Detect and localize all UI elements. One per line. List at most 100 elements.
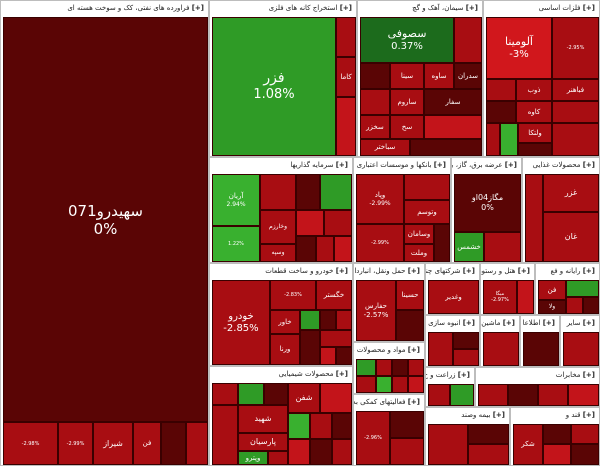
group-title[interactable]: [+] سایر [561,316,599,330]
tile-small[interactable] [268,451,288,465]
group-title[interactable]: [+] شرکتهای چند [426,264,479,278]
tile-vala[interactable]: ولا [538,300,566,314]
tile-small[interactable] [563,332,599,366]
tile-small[interactable] [566,297,583,314]
tile-skhzr[interactable]: سخزر [360,115,390,139]
tile-small[interactable] [468,424,509,444]
tile-small[interactable] [360,89,390,115]
group-title[interactable]: [+] مواد و محصولات دا [354,343,424,357]
tile-small[interactable] [518,143,552,156]
tile-small[interactable]: -2.83% [270,280,316,310]
tile-vsaman[interactable]: وسامان [404,224,434,244]
tile-alomina[interactable]: آلومینا -3% [486,17,552,79]
tile-sbakhtar[interactable]: سباختر [360,139,410,156]
tile-gaen[interactable]: غان [543,212,599,262]
tile-small[interactable] [288,439,310,465]
tile-small[interactable] [483,332,519,366]
tile-small[interactable] [404,174,450,200]
tile-small[interactable] [408,359,424,376]
group-title[interactable]: [+] قند و [511,408,599,422]
tile-small[interactable] [376,376,392,393]
tile-small[interactable] [260,174,296,210]
tile-sfar[interactable]: سفار [424,89,482,115]
tile-sina[interactable]: سینا [390,63,424,89]
tile-sakhe[interactable]: سخ [390,115,424,139]
tile-small[interactable]: فن [133,422,161,465]
tile-small[interactable] [434,224,450,262]
tile-parsian[interactable]: پارسیان [238,433,288,451]
tile-small[interactable] [508,384,538,406]
tile-shahid[interactable]: سهیدرو071 0% [3,17,208,422]
tile-shadid[interactable]: شهید [238,405,288,433]
tile-ghazar[interactable]: غزر [543,174,599,212]
tile-small[interactable] [320,174,352,210]
tile-small[interactable]: -2.99% [356,224,404,262]
tile-small[interactable] [390,411,424,438]
tile-shiraz[interactable]: شیراز [93,422,133,465]
group-title[interactable]: [+] حمل ونقل، انبارداری [354,264,424,278]
tile-small[interactable] [310,413,332,439]
tile-small[interactable] [212,383,238,405]
tile-small[interactable] [484,232,521,262]
tile-saroum[interactable]: ساروم [390,89,424,115]
tile-small[interactable] [478,384,508,406]
tile-small[interactable] [390,438,424,465]
group-title[interactable]: [+] سیمان، آهک و گچ [358,1,482,15]
tile-small[interactable] [264,383,288,405]
tile-small[interactable] [568,384,599,406]
tile-small[interactable] [376,359,392,376]
tile-small[interactable] [161,422,186,465]
tile-small[interactable] [428,384,450,406]
tile-small[interactable] [424,115,482,139]
tile-vghadir[interactable]: وغدیر [428,280,479,314]
tile-soufi[interactable]: سصوفی 0.37% [360,17,454,63]
tile-small[interactable] [316,236,334,262]
tile-small[interactable] [320,310,336,330]
tile-small[interactable]: -2.96% [356,411,390,465]
tile-small[interactable] [500,123,518,156]
group-title[interactable]: [+] رایانه و فع [536,264,599,278]
tile-hafars[interactable]: حفارس -2.57% [356,280,396,341]
tile-small[interactable] [296,236,316,262]
tile-small[interactable] [410,139,482,156]
tile-small[interactable] [332,413,352,439]
tile-shekar[interactable]: شکر [513,424,543,465]
tile-small[interactable] [238,383,264,405]
tile-kama[interactable]: کاما [336,57,356,97]
tile-small[interactable] [428,332,453,366]
tile-small[interactable]: میگا -2.97% [483,280,517,314]
tile-small[interactable] [525,174,543,262]
tile-small[interactable] [552,123,599,156]
group-title[interactable]: [+] فعالیتهای کمکی به ن [354,395,424,409]
tile-small[interactable]: -2.99% [58,422,93,465]
tile-aryan[interactable]: آریان 2.94% [212,174,260,226]
group-title[interactable]: [+] محصولات شیمیایی [210,367,352,381]
group-title[interactable]: [+] محصولات غذایی [523,158,599,172]
tile-vtoose[interactable]: وتوسم [404,200,450,224]
tile-small[interactable] [336,347,352,365]
tile-small[interactable] [296,210,324,236]
tile-small[interactable] [538,384,568,406]
tile-small[interactable] [212,405,238,465]
tile-small[interactable] [392,359,408,376]
group-title[interactable]: [+] بانکها و موسسات اعتباری [354,158,450,172]
tile-hasina[interactable]: حسینا [396,280,424,310]
tile-small[interactable] [320,330,352,347]
group-title[interactable]: [+] فراورده های نفتی، کک و سوخت هسته ای [1,1,208,15]
tile-small[interactable] [356,376,376,393]
tile-khshams[interactable]: خشمس [454,232,484,262]
tile-vrna[interactable]: ورنا [270,334,300,365]
tile-small[interactable] [336,97,356,156]
group-title[interactable]: [+] خودرو و ساخت قطعات [210,264,352,278]
tile-small[interactable] [450,384,474,406]
tile-fbahar[interactable]: فباهنر [552,79,599,101]
tile-small[interactable] [453,349,479,366]
tile-small[interactable] [360,63,390,89]
tile-khazam[interactable]: وخارزم [260,210,296,244]
tile-khodro[interactable]: خودرو -2.85% [212,280,270,365]
tile-small[interactable] [288,413,310,439]
tile-small[interactable] [310,439,332,465]
tile-small[interactable] [468,444,509,465]
group-title[interactable]: [+] اطلاعا [521,316,559,330]
tile-small[interactable] [320,383,352,413]
